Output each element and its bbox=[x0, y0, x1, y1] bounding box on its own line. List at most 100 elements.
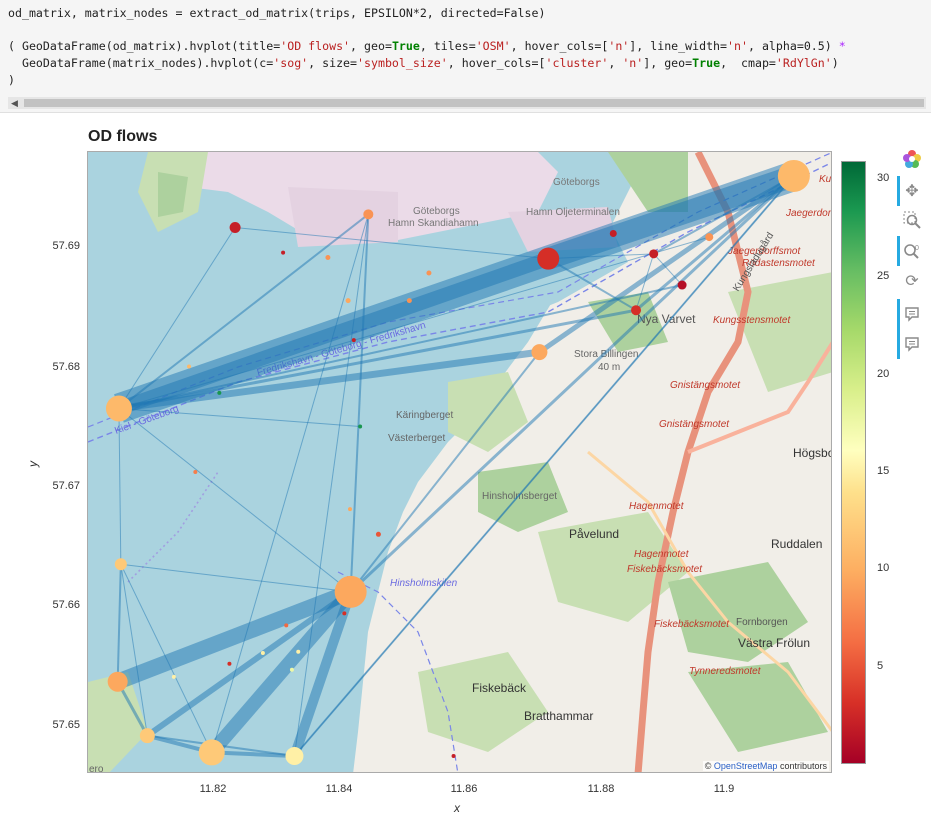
scroll-left-arrow-icon[interactable]: ◀ bbox=[11, 98, 18, 108]
od-node[interactable] bbox=[260, 650, 265, 655]
od-node[interactable] bbox=[105, 395, 132, 422]
green-area bbox=[688, 662, 828, 752]
od-node[interactable] bbox=[171, 674, 176, 679]
od-node[interactable] bbox=[285, 747, 304, 766]
od-flow-line[interactable] bbox=[118, 348, 540, 412]
od-node[interactable] bbox=[107, 671, 128, 692]
od-flow-line[interactable] bbox=[349, 214, 370, 592]
od-node[interactable] bbox=[334, 575, 367, 608]
od-flow-line[interactable] bbox=[120, 564, 148, 736]
od-node[interactable] bbox=[227, 661, 232, 666]
bokeh-logo-icon[interactable] bbox=[901, 148, 923, 170]
od-flow-line[interactable] bbox=[635, 253, 655, 311]
od-flow-line[interactable] bbox=[118, 213, 369, 410]
map-label: Rödastensmotet bbox=[742, 258, 816, 269]
green-area bbox=[88, 672, 148, 772]
horizontal-scrollbar[interactable]: ◀ bbox=[8, 97, 926, 109]
od-node[interactable] bbox=[289, 667, 294, 672]
od-node[interactable] bbox=[609, 229, 617, 237]
od-flow-line[interactable] bbox=[547, 257, 637, 312]
od-node[interactable] bbox=[531, 344, 548, 361]
od-node[interactable] bbox=[345, 298, 351, 304]
od-node[interactable] bbox=[342, 611, 347, 616]
od-flow-line[interactable] bbox=[118, 408, 351, 593]
od-flow-line[interactable] bbox=[114, 584, 354, 690]
od-flow-line[interactable] bbox=[289, 590, 356, 758]
od-node[interactable] bbox=[193, 469, 198, 474]
hover-tool-icon[interactable] bbox=[901, 333, 923, 355]
x-tick-label: 11.84 bbox=[325, 783, 353, 795]
od-flow-line[interactable] bbox=[653, 175, 795, 255]
od-node[interactable] bbox=[705, 233, 714, 242]
od-node[interactable] bbox=[631, 305, 642, 316]
od-node[interactable] bbox=[139, 728, 155, 744]
od-flow-line[interactable] bbox=[116, 680, 149, 737]
od-node[interactable] bbox=[217, 390, 222, 395]
od-node[interactable] bbox=[351, 338, 356, 343]
od-flow-line[interactable] bbox=[635, 174, 795, 312]
od-flow-line[interactable] bbox=[544, 165, 798, 270]
od-flow-line[interactable] bbox=[120, 564, 213, 753]
od-flow-line[interactable] bbox=[118, 236, 710, 409]
od-flow-line[interactable] bbox=[293, 214, 369, 757]
scrollbar-thumb[interactable] bbox=[24, 99, 924, 107]
od-node[interactable] bbox=[296, 649, 301, 654]
map-svg[interactable]: Göteborgs Hamn Skandiahamn Göteborgs Ham… bbox=[88, 152, 832, 773]
x-tick-label: 11.82 bbox=[199, 783, 227, 795]
map-plot[interactable]: Göteborgs Hamn Skandiahamn Göteborgs Ham… bbox=[87, 151, 832, 773]
od-node[interactable] bbox=[426, 270, 432, 276]
od-flow-line[interactable] bbox=[537, 173, 796, 355]
od-node[interactable] bbox=[363, 209, 374, 220]
openstreetmap-link[interactable]: OpenStreetMap bbox=[713, 761, 778, 771]
od-flow-line[interactable] bbox=[235, 227, 549, 260]
od-node[interactable] bbox=[649, 249, 659, 259]
pan-tool-icon[interactable]: ✥ bbox=[905, 183, 919, 200]
od-flow-line[interactable] bbox=[118, 407, 361, 427]
od-node[interactable] bbox=[406, 298, 412, 304]
hover-tool-icon[interactable] bbox=[901, 303, 923, 325]
od-node[interactable] bbox=[358, 424, 363, 429]
od-flow-line[interactable] bbox=[548, 253, 654, 260]
green-area bbox=[608, 152, 688, 212]
y-tick-label: 57.68 bbox=[52, 361, 80, 373]
od-flow-line[interactable] bbox=[118, 227, 236, 409]
reset-tool-icon[interactable]: ⟳ bbox=[905, 273, 919, 290]
od-node[interactable] bbox=[281, 250, 286, 255]
od-flow-line[interactable] bbox=[294, 175, 795, 757]
od-flow-line[interactable] bbox=[118, 308, 637, 410]
od-node[interactable] bbox=[114, 558, 127, 571]
od-node[interactable] bbox=[348, 507, 353, 512]
od-flow-line[interactable] bbox=[349, 174, 795, 593]
od-flow-line[interactable] bbox=[116, 564, 122, 682]
code-cell[interactable]: od_matrix, matrix_nodes = extract_od_mat… bbox=[0, 0, 931, 113]
green-area bbox=[538, 512, 688, 622]
od-node[interactable] bbox=[284, 623, 289, 628]
wheel-zoom-tool-icon[interactable]: 0 bbox=[901, 240, 923, 262]
od-node[interactable] bbox=[451, 754, 456, 759]
od-flow-line[interactable] bbox=[120, 563, 351, 593]
plot-toolbar: ✥ 0 ⟳ bbox=[897, 148, 927, 363]
od-flow-line[interactable] bbox=[349, 351, 541, 593]
od-node[interactable] bbox=[198, 739, 225, 766]
od-flow-line[interactable] bbox=[145, 589, 353, 739]
od-node[interactable] bbox=[187, 364, 192, 369]
od-flow-line[interactable] bbox=[211, 214, 369, 753]
od-node[interactable] bbox=[375, 531, 381, 537]
od-node[interactable] bbox=[325, 254, 331, 260]
map-label: Västra Frölun bbox=[738, 636, 810, 650]
map-label: Tynneredsmotet bbox=[689, 666, 762, 677]
plot-title: OD flows bbox=[88, 128, 158, 145]
od-flow-line[interactable] bbox=[206, 587, 356, 758]
od-flow-line[interactable] bbox=[118, 284, 683, 410]
od-node[interactable] bbox=[677, 280, 687, 290]
box-zoom-tool-icon[interactable] bbox=[901, 209, 923, 231]
od-node[interactable] bbox=[229, 222, 241, 234]
od-nodes bbox=[105, 159, 810, 766]
od-node[interactable] bbox=[777, 159, 810, 192]
od-flow-line[interactable] bbox=[211, 750, 295, 759]
map-label: Gnistängsmotet bbox=[659, 419, 730, 430]
od-node[interactable] bbox=[537, 247, 560, 270]
colorbar-tick-label: 25 bbox=[877, 270, 890, 282]
od-flow-line[interactable] bbox=[653, 253, 683, 286]
od-flow-line[interactable] bbox=[118, 408, 122, 565]
